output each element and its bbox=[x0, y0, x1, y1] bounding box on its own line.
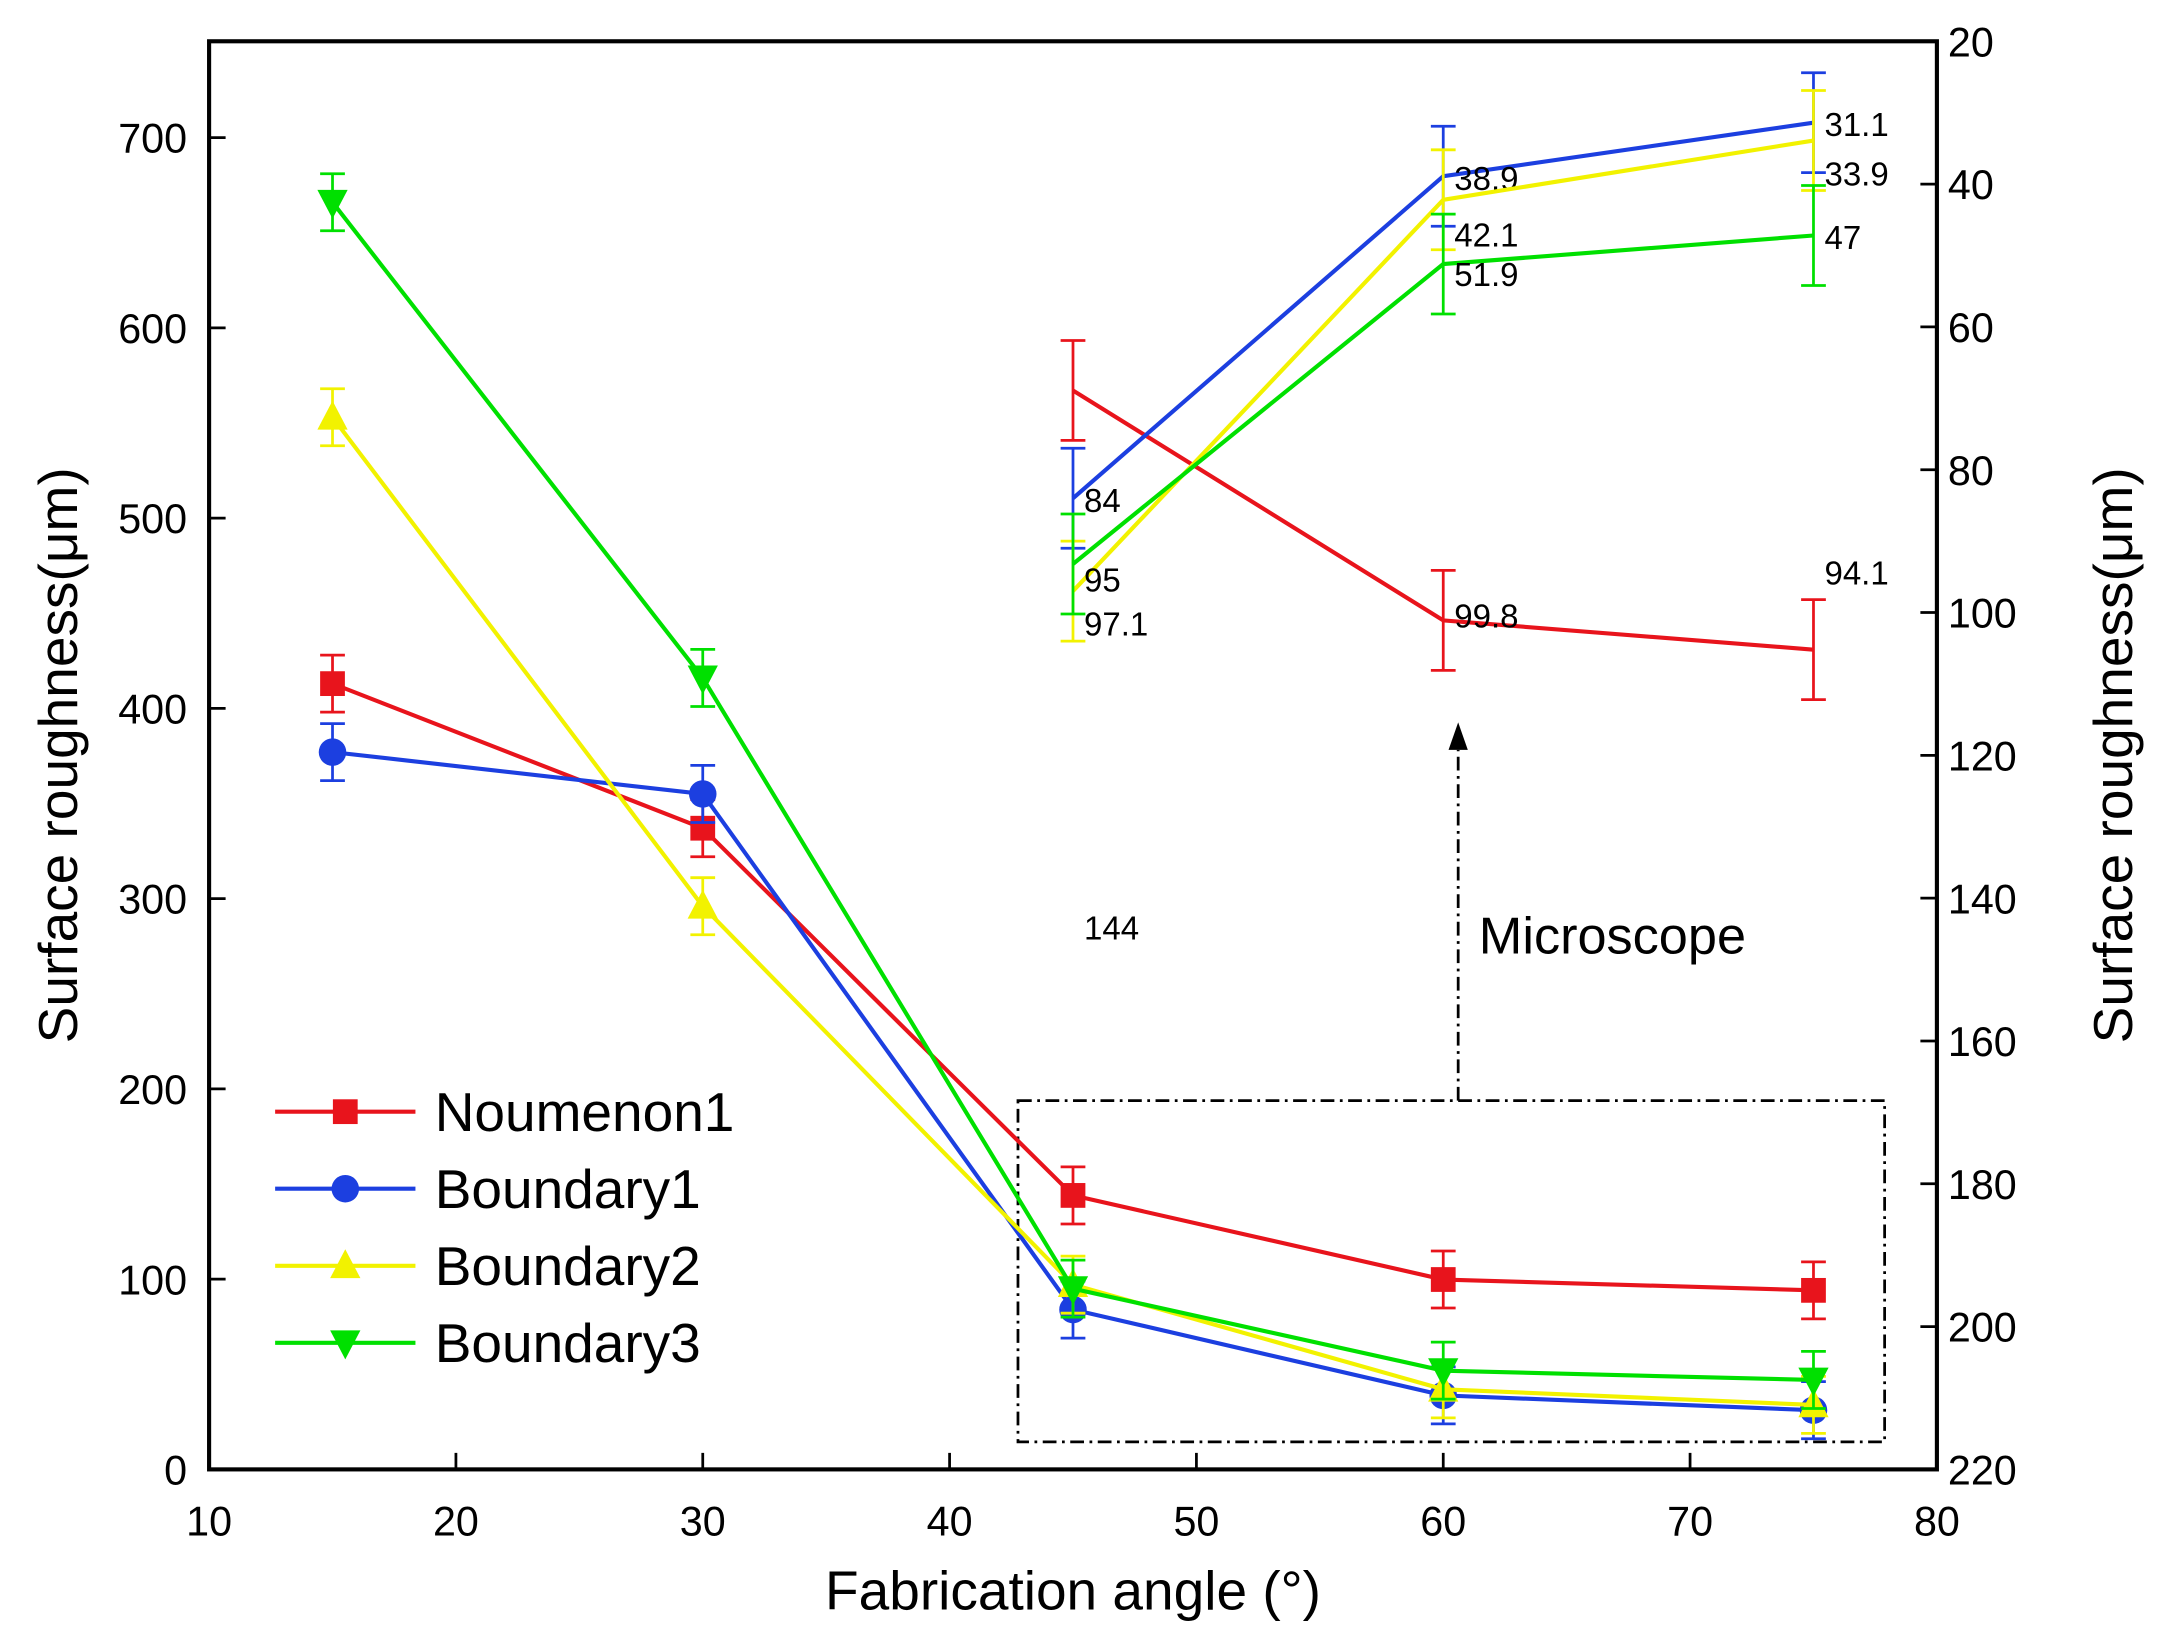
marker-triangle-up bbox=[687, 889, 718, 919]
x-tick-label: 40 bbox=[927, 1498, 973, 1544]
y-right-tick-label: 220 bbox=[1948, 1448, 2017, 1494]
y-right-tick-label: 80 bbox=[1948, 448, 1994, 494]
marker-circle bbox=[331, 1174, 360, 1203]
marker-triangle-down bbox=[1798, 1367, 1829, 1397]
y-right-tick-label: 120 bbox=[1948, 733, 2017, 779]
legend-label: Noumenon1 bbox=[435, 1081, 735, 1143]
y-right-tick-label: 60 bbox=[1948, 305, 1994, 351]
y-tick-label: 600 bbox=[118, 306, 187, 352]
inset-data-label: 144 bbox=[1084, 910, 1139, 947]
inset-data-label: 99.8 bbox=[1454, 597, 1518, 634]
y-tick-label: 100 bbox=[118, 1257, 187, 1303]
marker-square bbox=[1060, 1183, 1086, 1208]
marker-square bbox=[332, 1099, 358, 1125]
x-tick-label: 50 bbox=[1173, 1498, 1219, 1544]
y-right-tick-label: 100 bbox=[1948, 591, 2017, 637]
inset-data-label: 97.1 bbox=[1084, 606, 1148, 643]
x-tick-label: 80 bbox=[1914, 1498, 1960, 1544]
inset-arrow-head bbox=[1448, 722, 1468, 750]
x-tick-label: 10 bbox=[186, 1498, 232, 1544]
y-axis-right-label: Surface roughness(μm) bbox=[2082, 467, 2144, 1043]
inset-data-label: 31.1 bbox=[1824, 106, 1888, 143]
legend-label: Boundary2 bbox=[435, 1235, 701, 1297]
inset-annotation: Microscope bbox=[1479, 907, 1746, 965]
inset-data-label: 47 bbox=[1824, 219, 1861, 256]
inset-region-box bbox=[1016, 1099, 1886, 1444]
y-tick-label: 200 bbox=[118, 1067, 187, 1113]
marker-square bbox=[320, 671, 345, 697]
y-tick-label: 500 bbox=[118, 496, 187, 542]
marker-square bbox=[1801, 1277, 1826, 1303]
y-tick-label: 700 bbox=[118, 116, 187, 162]
marker-triangle-down bbox=[1428, 1358, 1459, 1388]
y-right-tick-label: 140 bbox=[1948, 876, 2017, 922]
inset-data-label: 95 bbox=[1084, 562, 1121, 599]
x-tick-label: 20 bbox=[433, 1498, 479, 1544]
y-tick-label: 300 bbox=[118, 877, 187, 923]
y-axis-label: Surface roughness(μm) bbox=[27, 467, 89, 1043]
y-right-tick-label: 180 bbox=[1948, 1162, 2017, 1208]
marker-triangle-down bbox=[317, 189, 348, 219]
y-right-tick-label: 20 bbox=[1948, 19, 1994, 65]
marker-circle bbox=[318, 738, 347, 766]
y-tick-label: 0 bbox=[164, 1448, 187, 1494]
legend-label: Boundary3 bbox=[435, 1312, 701, 1374]
marker-triangle-up bbox=[317, 400, 348, 430]
x-tick-label: 30 bbox=[680, 1498, 726, 1544]
inset-data-label: 42.1 bbox=[1454, 216, 1518, 253]
y-tick-label: 400 bbox=[118, 686, 187, 732]
x-tick-label: 70 bbox=[1667, 1498, 1713, 1544]
inset-data-label: 33.9 bbox=[1824, 156, 1888, 193]
x-axis-label: Fabrication angle (°) bbox=[825, 1560, 1321, 1622]
legend-label: Boundary1 bbox=[435, 1158, 701, 1220]
marker-square bbox=[1430, 1267, 1456, 1292]
x-tick-label: 60 bbox=[1420, 1498, 1466, 1544]
marker-triangle-up bbox=[330, 1249, 361, 1279]
inset-data-label: 51.9 bbox=[1454, 256, 1518, 293]
y-right-tick-label: 160 bbox=[1948, 1019, 2017, 1065]
inset-data-label: 94.1 bbox=[1824, 555, 1888, 592]
y-right-tick-label: 200 bbox=[1948, 1305, 2017, 1351]
inset-data-label: 84 bbox=[1084, 482, 1121, 519]
marker-triangle-down bbox=[1057, 1276, 1089, 1306]
marker-triangle-down bbox=[687, 665, 718, 695]
plot-frame bbox=[207, 39, 1939, 1472]
y-right-tick-label: 40 bbox=[1948, 162, 1994, 208]
marker-circle bbox=[688, 780, 717, 808]
marker-triangle-down bbox=[330, 1330, 361, 1360]
